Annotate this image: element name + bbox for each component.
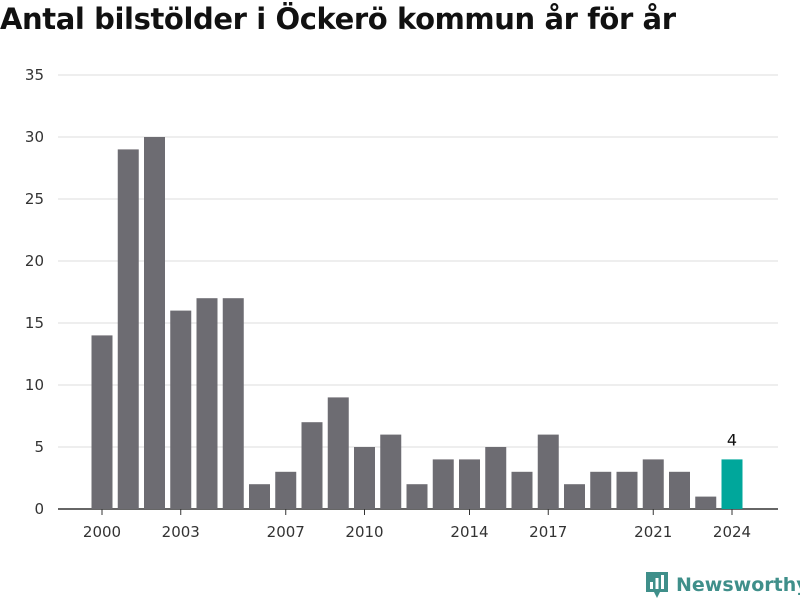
x-tick-label-2003: 2003 bbox=[162, 523, 200, 541]
bar-2021 bbox=[642, 459, 664, 509]
bars bbox=[91, 137, 743, 509]
data-labels: 4 bbox=[727, 430, 737, 449]
bar-2003 bbox=[170, 310, 192, 509]
bar-2010 bbox=[354, 447, 375, 509]
bar-2019 bbox=[590, 471, 612, 509]
bar-2020 bbox=[616, 471, 638, 509]
logo-text: Newsworthy bbox=[676, 574, 800, 596]
bar-2002 bbox=[144, 137, 165, 509]
bar-2009 bbox=[327, 397, 349, 509]
x-axis-ticks: 2000 2003 2007 2010 2014 2017 2021 2024 bbox=[83, 509, 751, 541]
bar-2000 bbox=[91, 335, 113, 509]
bar-2008 bbox=[301, 422, 323, 509]
bar-2013 bbox=[432, 459, 454, 509]
bar-2022 bbox=[669, 471, 690, 509]
bar-2016 bbox=[511, 471, 533, 509]
bar-2004 bbox=[196, 298, 218, 509]
x-tick-label-2017: 2017 bbox=[529, 523, 567, 541]
y-tick-label-20: 20 bbox=[25, 252, 44, 270]
bar-chart-pin-icon bbox=[646, 572, 668, 598]
x-tick-label-2014: 2014 bbox=[450, 523, 488, 541]
bar-2017 bbox=[537, 434, 559, 509]
bar-2018 bbox=[564, 484, 585, 509]
y-axis-ticks: 0 5 10 15 20 25 30 35 bbox=[25, 66, 44, 518]
gridlines bbox=[58, 74, 778, 510]
bar-2007 bbox=[275, 471, 297, 509]
bar-2011 bbox=[380, 434, 402, 509]
x-tick-label-2007: 2007 bbox=[267, 523, 305, 541]
x-tick-label-2024: 2024 bbox=[713, 523, 751, 541]
newsworthy-logo: Newsworthy bbox=[644, 570, 800, 600]
bar-2005 bbox=[222, 298, 244, 509]
y-tick-label-35: 35 bbox=[25, 66, 44, 84]
y-tick-label-25: 25 bbox=[25, 190, 44, 208]
chart-title: Antal bilstölder i Öckerö kommun år för … bbox=[0, 2, 676, 36]
x-tick-label-2000: 2000 bbox=[83, 523, 121, 541]
bar-2014 bbox=[459, 459, 480, 509]
bar-2006 bbox=[249, 484, 270, 509]
y-tick-label-0: 0 bbox=[34, 500, 44, 518]
x-tick-label-2021: 2021 bbox=[634, 523, 672, 541]
data-label-2024: 4 bbox=[727, 430, 737, 449]
bar-2001 bbox=[117, 149, 139, 509]
x-tick-label-2010: 2010 bbox=[345, 523, 383, 541]
bar-2024 bbox=[721, 459, 743, 509]
y-tick-label-5: 5 bbox=[34, 438, 44, 456]
y-tick-label-10: 10 bbox=[25, 376, 44, 394]
bar-2015 bbox=[485, 447, 507, 509]
bar-2012 bbox=[406, 484, 428, 509]
y-tick-label-30: 30 bbox=[25, 128, 44, 146]
bar-2023 bbox=[695, 496, 717, 509]
y-tick-label-15: 15 bbox=[25, 314, 44, 332]
